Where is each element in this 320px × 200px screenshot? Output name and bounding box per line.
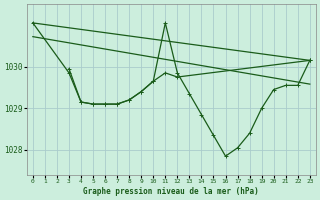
X-axis label: Graphe pression niveau de la mer (hPa): Graphe pression niveau de la mer (hPa) [84,187,259,196]
